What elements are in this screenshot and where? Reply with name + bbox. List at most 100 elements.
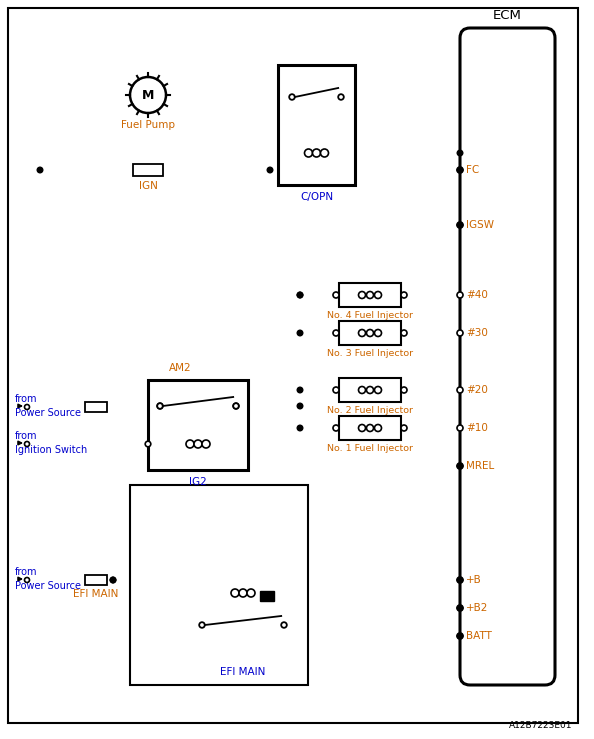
Circle shape [157,403,163,409]
Bar [130,485,308,685]
Bar [339,283,401,307]
Text: AM2: AM2 [169,363,191,373]
Circle shape [110,577,116,583]
Text: Power Source: Power Source [15,581,81,591]
Circle shape [312,149,321,157]
Circle shape [231,589,239,597]
Circle shape [457,330,463,336]
Text: from: from [15,394,37,404]
Bar [85,402,107,412]
Circle shape [374,330,381,336]
Circle shape [333,387,339,393]
Circle shape [24,577,30,582]
Circle shape [457,605,463,611]
Bar [339,378,401,402]
Circle shape [157,403,163,409]
Circle shape [366,386,374,393]
Text: Power Source: Power Source [15,408,81,418]
Circle shape [333,292,339,298]
Circle shape [457,167,463,173]
Circle shape [145,441,151,447]
Circle shape [333,425,339,431]
Circle shape [401,425,407,431]
Circle shape [401,292,407,298]
Text: #30: #30 [466,328,488,338]
Circle shape [457,222,463,228]
Text: A12B7223E01: A12B7223E01 [508,721,572,729]
Text: FC: FC [466,165,479,175]
Circle shape [374,424,381,432]
Circle shape [239,589,247,597]
Circle shape [457,150,463,156]
Circle shape [457,633,463,638]
Circle shape [297,425,303,431]
Circle shape [457,292,463,298]
Circle shape [24,441,30,446]
Text: BATT: BATT [466,631,492,641]
Circle shape [457,387,463,393]
Circle shape [457,463,463,469]
Text: #20: #20 [466,385,488,395]
Circle shape [457,425,463,431]
Circle shape [457,222,463,228]
Bar [133,164,163,176]
Text: ECM: ECM [493,9,522,21]
Text: EFI MAIN: EFI MAIN [220,667,266,677]
Circle shape [333,330,339,336]
Circle shape [457,167,463,173]
Circle shape [297,387,303,393]
Bar [339,321,401,345]
Text: Fuel Pump: Fuel Pump [121,120,175,130]
Circle shape [321,149,328,157]
Circle shape [374,386,381,393]
Circle shape [37,167,43,173]
Bar [339,416,401,440]
FancyBboxPatch shape [460,28,555,685]
Circle shape [199,622,205,628]
Circle shape [289,94,295,100]
Text: No. 4 Fuel Injector: No. 4 Fuel Injector [327,310,413,319]
Text: #40: #40 [466,290,488,300]
Bar [278,65,355,185]
Text: +B2: +B2 [466,603,488,613]
Circle shape [267,167,273,173]
Text: C/OPN: C/OPN [300,192,333,202]
Text: No. 1 Fuel Injector: No. 1 Fuel Injector [327,443,413,452]
Circle shape [359,330,365,336]
Circle shape [366,424,374,432]
Circle shape [401,387,407,393]
Text: EFI MAIN: EFI MAIN [73,589,119,599]
Circle shape [281,622,287,628]
Circle shape [233,403,239,409]
Polygon shape [260,591,274,601]
Circle shape [24,404,30,409]
Bar [188,555,298,660]
Circle shape [186,440,194,448]
Circle shape [194,440,202,448]
Text: IG2: IG2 [189,477,207,487]
Bar [148,380,248,470]
Text: Ignition Switch: Ignition Switch [15,445,87,455]
Circle shape [110,577,116,583]
Text: from: from [15,431,37,441]
Circle shape [457,605,463,611]
Text: IGN: IGN [138,181,157,191]
Circle shape [297,330,303,336]
Text: +B: +B [466,575,482,585]
Circle shape [366,291,374,299]
Circle shape [457,463,463,469]
Circle shape [297,292,303,298]
Text: M: M [142,89,154,101]
Text: from: from [15,567,37,577]
Circle shape [297,292,303,298]
Text: IGSW: IGSW [466,220,494,230]
Circle shape [401,330,407,336]
Text: No. 2 Fuel Injector: No. 2 Fuel Injector [327,406,413,415]
Circle shape [233,403,239,409]
Circle shape [202,440,210,448]
Text: MREL: MREL [466,461,494,471]
Circle shape [305,149,312,157]
Circle shape [247,589,255,597]
Circle shape [359,291,365,299]
Circle shape [338,94,344,100]
